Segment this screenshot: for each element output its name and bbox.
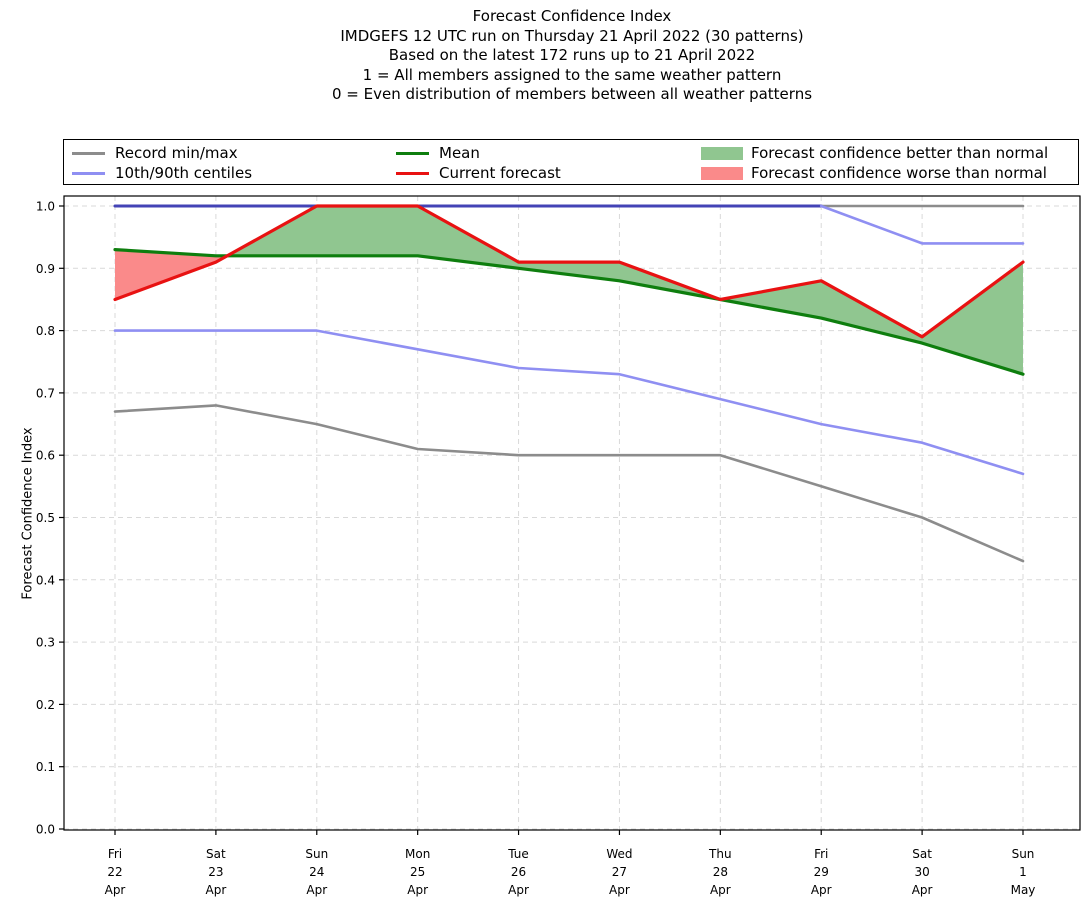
x-tick-label: 22 (107, 865, 122, 879)
x-tick-label: Sun (1012, 847, 1035, 861)
x-tick-label: Wed (606, 847, 632, 861)
centile-90-line (819, 204, 1025, 245)
centile-10-line (113, 329, 1025, 476)
x-tick-label: 29 (814, 865, 829, 879)
confidence-fill-regions (115, 206, 1024, 375)
series-lines (113, 204, 1025, 563)
x-tick-label: Tue (507, 847, 529, 861)
y-tick-label: 0.9 (36, 262, 55, 276)
y-tick-label: 0.5 (36, 511, 55, 525)
x-tick-label: Apr (912, 883, 933, 897)
legend-item-centiles: 10th/90th centiles (72, 163, 252, 183)
x-tick-label: Apr (105, 883, 126, 897)
fill-better-than-normal (227, 206, 1024, 375)
x-tick-label: Apr (306, 883, 327, 897)
legend-label-current-forecast: Current forecast (439, 164, 561, 182)
chart-title-line-3: Based on the latest 172 runs up to 21 Ap… (388, 46, 756, 64)
record-min-line (113, 404, 1025, 563)
y-tick-label: 0.8 (36, 324, 55, 338)
y-tick-labels: 0.0 0.1 0.2 0.3 0.4 0.5 0.6 0.7 0.8 0.9 1.0 (36, 200, 55, 837)
x-tick-label: 27 (612, 865, 627, 879)
legend-column-3: Forecast confidence better than normal F… (701, 143, 1048, 183)
chart-title-line-1: Forecast Confidence Index (472, 7, 672, 25)
x-tick-label: Sat (912, 847, 932, 861)
x-tick-label: 23 (208, 865, 223, 879)
x-tick-label: Fri (814, 847, 828, 861)
legend-label-record-minmax: Record min/max (115, 144, 238, 162)
chart-legend: Record min/max 10th/90th centiles Mean C… (63, 139, 1079, 185)
x-tick-label: Apr (710, 883, 731, 897)
x-tick-labels: Fri 22 Apr Sat 23 Apr Sun 24 Apr Mon 25 Apr Tue 26 Apr… (105, 847, 1036, 897)
legend-label-worse-than-normal: Forecast confidence worse than normal (751, 164, 1047, 182)
legend-column-1: Record min/max 10th/90th centiles (72, 143, 252, 183)
x-tick-label: Thu (708, 847, 732, 861)
y-tick-label: 0.3 (36, 636, 55, 650)
legend-item-current-forecast: Current forecast (396, 163, 561, 183)
y-tick-label: 0.7 (36, 386, 55, 400)
x-tick-label: Sun (305, 847, 328, 861)
y-tick-label: 0.4 (36, 573, 55, 587)
y-tick-label: 0.0 (36, 823, 55, 837)
current-forecast-line (113, 204, 1025, 339)
x-tick-label: 25 (410, 865, 425, 879)
legend-item-better-than-normal: Forecast confidence better than normal (701, 143, 1048, 163)
worse-than-normal-patch-swatch (701, 166, 743, 180)
x-tick-label: Fri (108, 847, 122, 861)
legend-label-better-than-normal: Forecast confidence better than normal (751, 144, 1049, 162)
chart-title-line-2: IMDGEFS 12 UTC run on Thursday 21 April … (340, 26, 804, 45)
chart-title-line-5: 0 = Even distribution of members between… (331, 85, 813, 103)
x-tick-label: 26 (511, 865, 526, 879)
x-tick-label: Sat (206, 847, 226, 861)
x-tick-label: Apr (206, 883, 227, 897)
x-tick-label: Mon (405, 847, 430, 861)
y-tick-label: 0.2 (36, 698, 55, 712)
current-forecast-line-swatch (396, 171, 429, 175)
x-tick-label: Apr (407, 883, 428, 897)
x-tick-label: Apr (508, 883, 529, 897)
x-tick-label: 28 (713, 865, 728, 879)
x-tick-label: 24 (309, 865, 324, 879)
x-tick-label: Apr (609, 883, 630, 897)
chart-title-line-4: 1 = All members assigned to the same wea… (362, 65, 782, 84)
mean-line-swatch (396, 151, 429, 155)
record-minmax-line-swatch (72, 151, 105, 155)
mean-line (113, 248, 1025, 376)
legend-label-mean: Mean (439, 144, 480, 162)
better-than-normal-patch-swatch (701, 146, 743, 160)
y-tick-label: 1.0 (36, 200, 55, 214)
chart-title-block: Forecast Confidence Index IMDGEFS 12 UTC… (64, 7, 1080, 105)
x-tick-label: 30 (914, 865, 929, 879)
axes (59, 195, 1081, 835)
x-tick-label: May (1011, 883, 1036, 897)
x-tick-label: Apr (811, 883, 832, 897)
centiles-line-swatch (72, 171, 105, 175)
y-tick-label: 0.1 (36, 760, 55, 774)
legend-item-worse-than-normal: Forecast confidence worse than normal (701, 163, 1048, 183)
y-tick-label: 0.6 (36, 449, 55, 463)
legend-column-2: Mean Current forecast (396, 143, 561, 183)
x-tick-label: 1 (1019, 865, 1027, 879)
fill-worse-than-normal (115, 249, 228, 300)
gridlines (64, 196, 1080, 830)
legend-label-centiles: 10th/90th centiles (115, 164, 253, 182)
legend-item-mean: Mean (396, 143, 561, 163)
legend-item-record-minmax: Record min/max (72, 143, 252, 163)
